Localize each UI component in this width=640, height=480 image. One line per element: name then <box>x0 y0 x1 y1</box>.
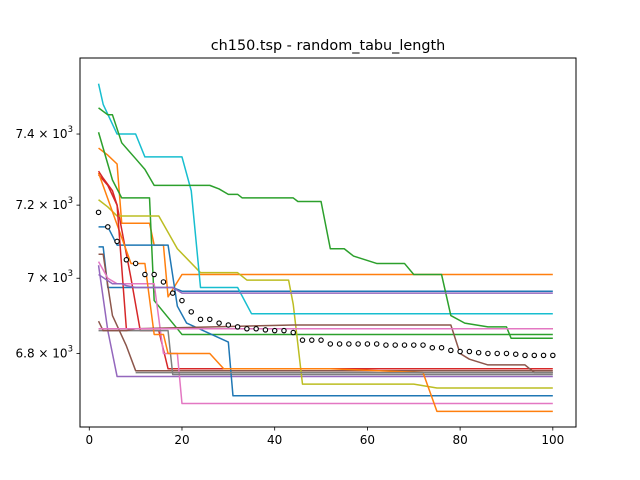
mean-point-25 <box>318 337 324 343</box>
y-axis: 6.8 × 103 7 × 103 7.2 × 103 7.4 × 103 <box>16 125 80 360</box>
y-tick-label-3: 7.2 × 103 <box>16 196 73 212</box>
mean-point-27 <box>336 341 343 347</box>
mean-point-44 <box>494 350 500 357</box>
series-line-7 <box>97 261 553 405</box>
mean-point-49 <box>540 352 547 359</box>
mean-point-40 <box>457 348 463 355</box>
mean-point-39 <box>448 347 454 354</box>
mean-point-45 <box>503 350 510 357</box>
mean-point-8 <box>160 279 167 285</box>
mean-point-22 <box>290 329 296 336</box>
mean-point-48 <box>531 352 538 359</box>
series-line-11 <box>98 226 553 397</box>
mean-point-17 <box>244 326 250 332</box>
mean-point-33 <box>392 342 398 348</box>
mean-point-50 <box>550 352 556 359</box>
series-line-15 <box>98 273 553 294</box>
mean-point-30 <box>364 341 371 347</box>
series-line-16 <box>97 320 553 374</box>
mean-point-11 <box>188 309 195 315</box>
mean-point-24 <box>309 337 315 343</box>
mean-point-38 <box>438 344 445 351</box>
series-line-5 <box>97 265 553 378</box>
y-tick-label-4: 7.4 × 103 <box>16 125 73 141</box>
mean-point-20 <box>271 327 278 334</box>
mean-point-14 <box>216 320 222 326</box>
series-line-13 <box>98 107 553 339</box>
y-tick-label-1: 6.8 × 103 <box>16 344 73 360</box>
x-tick-label-1: 0 <box>85 433 93 447</box>
y-tick-label-2: 7 × 103 <box>27 269 73 285</box>
mean-point-35 <box>411 342 417 348</box>
series-line-9 <box>98 199 553 389</box>
series-line-10 <box>97 83 553 315</box>
mean-point-13 <box>207 316 213 323</box>
x-tick-label-5: 80 <box>452 433 467 447</box>
x-tick-label-2: 20 <box>174 433 189 447</box>
mean-point-12 <box>197 316 204 323</box>
mean-point-43 <box>485 350 491 357</box>
mean-point-16 <box>234 324 241 330</box>
mean-point-10 <box>179 297 185 304</box>
mean-point-1 <box>95 209 102 216</box>
mean-point-7 <box>151 271 157 278</box>
mean-point-19 <box>262 327 269 333</box>
series-line-6 <box>98 253 553 372</box>
mean-point-31 <box>373 341 380 347</box>
x-tick-label-3: 40 <box>267 433 282 447</box>
plot-frame <box>79 57 577 428</box>
series-layer <box>97 83 553 413</box>
mean-point-41 <box>466 348 473 355</box>
series-line-12 <box>97 172 553 413</box>
mean-point-32 <box>383 342 389 348</box>
mean-point-26 <box>327 341 334 347</box>
series-line-4 <box>97 174 553 370</box>
mean-point-15 <box>225 322 232 328</box>
mean-point-36 <box>420 342 426 348</box>
mean-point-37 <box>429 344 436 351</box>
mean-point-23 <box>299 337 306 343</box>
mean-point-2 <box>105 224 111 230</box>
mean-point-5 <box>132 260 139 267</box>
mean-point-9 <box>169 290 176 296</box>
x-axis: 0 20 40 60 80 100 <box>85 427 564 447</box>
series-line-8 <box>98 329 553 376</box>
series-line-3 <box>97 132 553 336</box>
x-tick-label-6: 100 <box>541 433 564 447</box>
mean-point-4 <box>123 257 130 263</box>
mean-point-42 <box>475 349 482 356</box>
mean-markers-layer <box>95 209 556 359</box>
mean-point-28 <box>346 341 352 347</box>
mean-point-46 <box>512 351 519 357</box>
mean-point-18 <box>253 326 259 332</box>
mean-point-6 <box>142 271 148 278</box>
mean-point-29 <box>355 341 361 347</box>
chart-title: ch150.tsp - random_tabu_length <box>211 38 445 54</box>
mean-point-21 <box>281 327 287 334</box>
mean-point-34 <box>401 342 408 348</box>
mean-point-3 <box>114 238 120 245</box>
mean-point-47 <box>522 352 528 359</box>
x-tick-label-4: 60 <box>360 433 375 447</box>
